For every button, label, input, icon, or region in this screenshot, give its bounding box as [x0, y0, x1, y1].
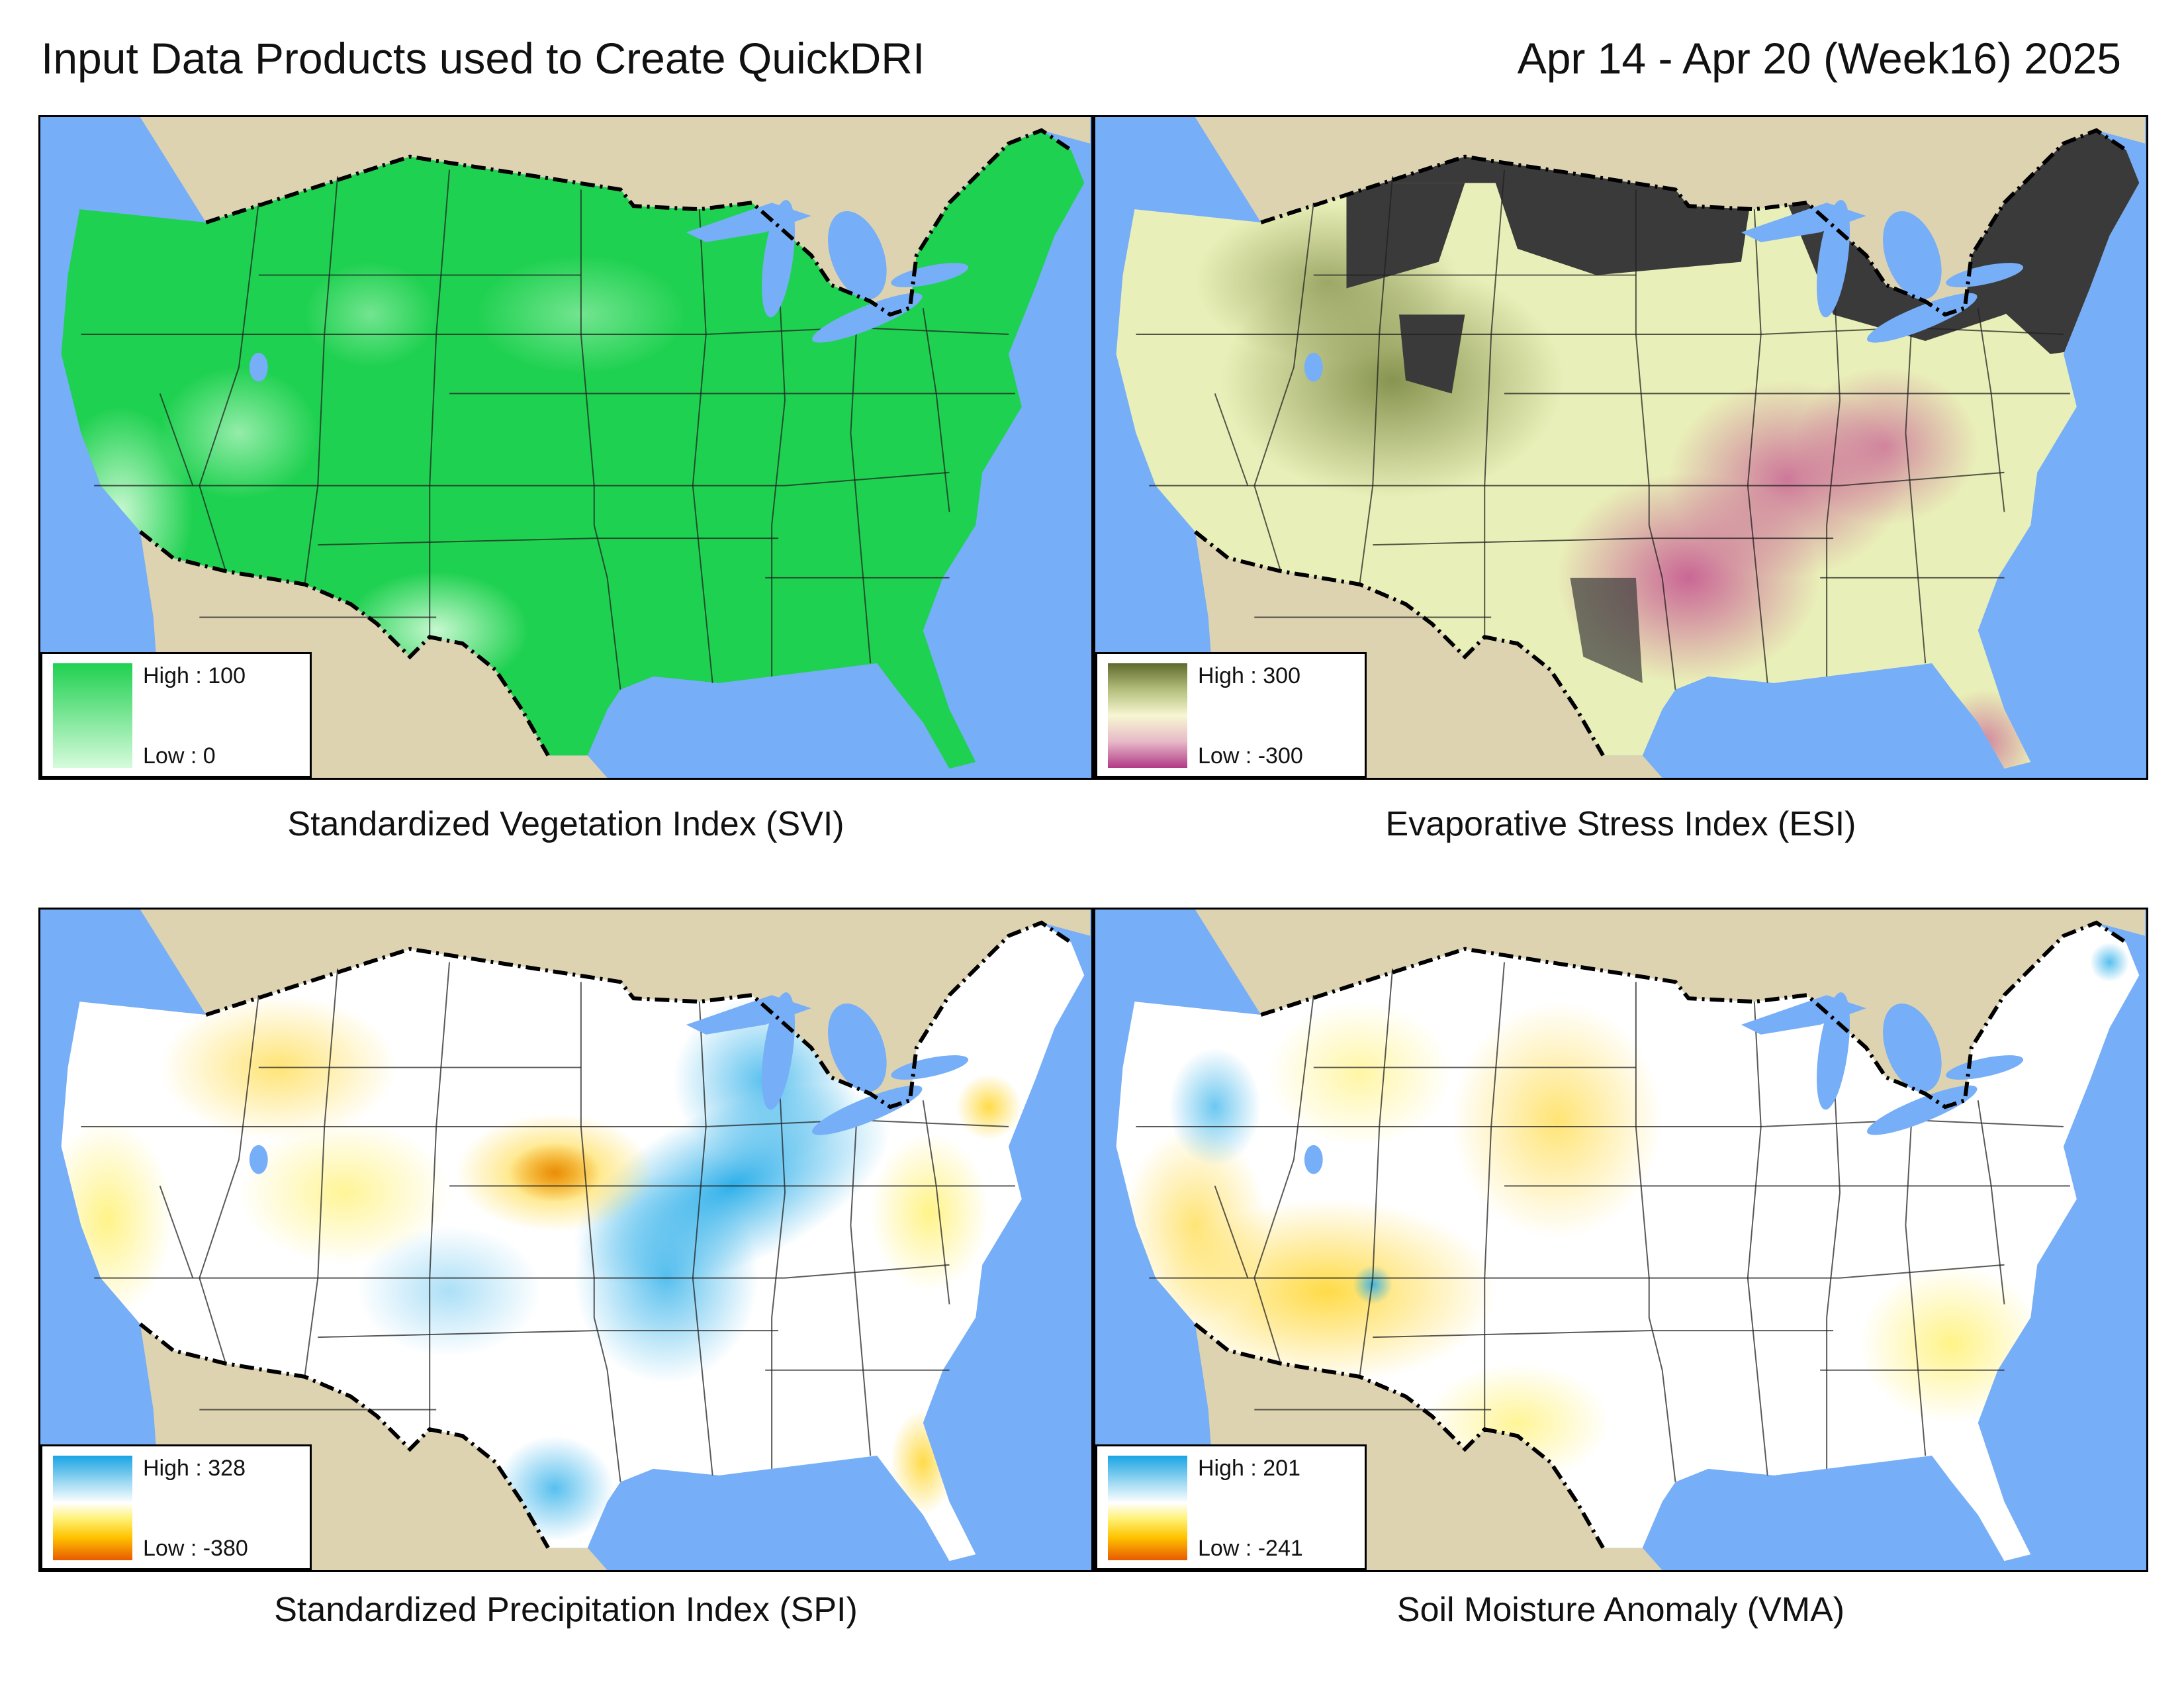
esi-caption: Evaporative Stress Index (ESI)	[1385, 805, 1856, 843]
esi-legend-low: Low : -300	[1198, 743, 1303, 769]
page-title: Input Data Products used to Create Quick…	[41, 34, 925, 83]
spi-caption: Standardized Precipitation Index (SPI)	[274, 1591, 858, 1629]
svi-legend-high: High : 100	[143, 663, 246, 688]
spi-color-ramp	[53, 1456, 132, 1560]
svi-caption: Standardized Vegetation Index (SVI)	[287, 805, 844, 843]
esi-color-ramp	[1108, 663, 1187, 768]
svi-map-panel: High : 100 Low : 0	[38, 115, 1093, 780]
svi-color-ramp	[53, 663, 132, 768]
vma-legend-low: Low : -241	[1198, 1536, 1303, 1561]
vma-caption: Soil Moisture Anomaly (VMA)	[1396, 1591, 1845, 1629]
svi-map	[41, 117, 1091, 778]
vma-map-panel: High : 201 Low : -241	[1093, 908, 2148, 1572]
spi-legend-low: Low : -380	[143, 1536, 248, 1561]
spi-legend: High : 328 Low : -380	[40, 1444, 312, 1570]
date-range-title: Apr 14 - Apr 20 (Week16) 2025	[1517, 34, 2121, 83]
esi-map	[1096, 117, 2146, 778]
svi-legend: High : 100 Low : 0	[40, 652, 312, 778]
vma-map	[1096, 910, 2146, 1570]
svi-legend-low: Low : 0	[143, 743, 216, 769]
vma-legend-high: High : 201	[1198, 1456, 1300, 1481]
vma-color-ramp	[1108, 1456, 1187, 1560]
spi-legend-high: High : 328	[143, 1456, 246, 1481]
spi-map-panel: High : 328 Low : -380	[38, 908, 1093, 1572]
vma-legend: High : 201 Low : -241	[1095, 1444, 1367, 1570]
esi-map-panel: High : 300 Low : -300	[1093, 115, 2148, 780]
esi-legend: High : 300 Low : -300	[1095, 652, 1367, 778]
spi-map	[41, 910, 1091, 1570]
esi-legend-high: High : 300	[1198, 663, 1300, 688]
